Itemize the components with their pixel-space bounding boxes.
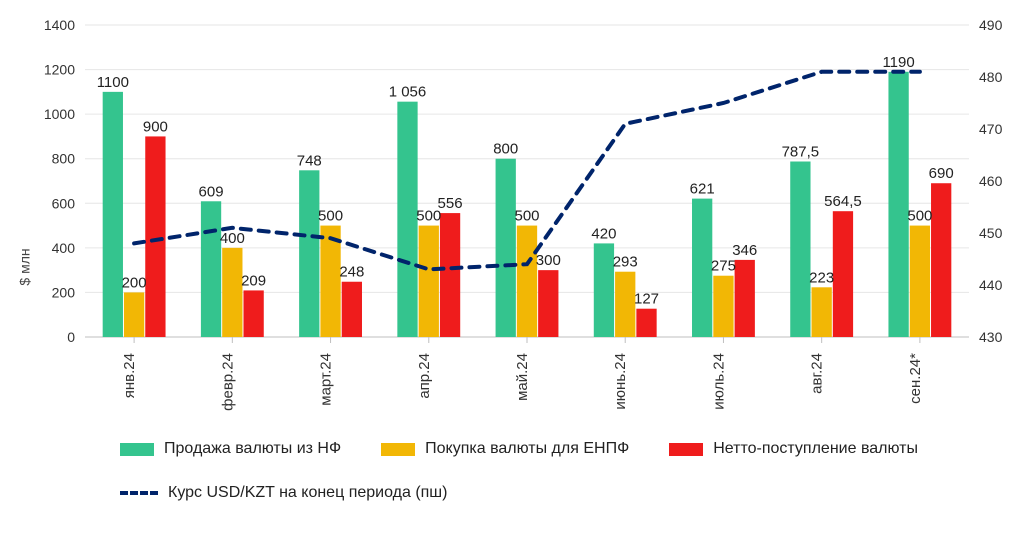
x-category-label: сен.24* [907,353,924,404]
bar-value-label: 609 [199,183,224,200]
bar-value-label: 556 [438,195,463,212]
y1-tick-label: 1200 [44,62,75,78]
bar-s2 [517,226,537,337]
x-category-label: июнь.24 [612,353,629,410]
bar-value-label: 248 [339,264,364,281]
x-category-label: май.24 [514,353,531,401]
y1-tick-label: 0 [67,329,75,345]
bar-s3 [833,211,853,337]
y2-tick-label: 450 [979,225,1003,241]
x-category-label: авг.24 [809,353,826,394]
bar-s3 [145,136,165,337]
y2-tick-label: 430 [979,329,1003,345]
x-category-label: июль.24 [710,353,727,410]
bar-s2 [910,226,930,337]
bar-value-label: 564,5 [824,193,862,210]
y1-tick-label: 800 [52,151,76,167]
bar-value-label: 1190 [882,54,914,71]
y2-tick-label: 480 [979,69,1003,85]
bar-value-label: 787,5 [782,144,820,161]
bar-s1 [299,170,319,337]
bar-value-label: 300 [536,252,561,269]
bar-s1 [888,72,908,337]
bar-s3 [243,290,263,337]
legend-label: Продажа валюты из НФ [164,440,341,458]
bar-s2 [419,226,439,337]
legend-item: Нетто-поступление валюты [669,440,918,458]
y1-tick-label: 600 [52,195,76,211]
y1-tick-label: 200 [52,284,76,300]
legend-swatch [120,443,154,456]
y1-axis-title: $ млн [17,248,33,285]
bar-s2 [222,248,242,337]
x-category-label: янв.24 [121,353,138,398]
bar-s1 [692,199,712,337]
y2-tick-label: 460 [979,173,1003,189]
x-category-label: февр.24 [219,353,236,411]
bar-value-label: 200 [122,274,147,291]
y1-tick-label: 1000 [44,106,75,122]
bar-value-label: 621 [690,181,715,198]
bar-value-label: 127 [634,291,659,308]
bar-s3 [440,213,460,337]
bar-s2 [713,276,733,337]
bar-value-label: 690 [929,165,954,182]
bar-s3 [538,270,558,337]
bar-value-label: 293 [613,254,638,271]
bar-value-label: 223 [809,269,834,286]
y2-tick-label: 440 [979,277,1003,293]
bar-s1 [790,162,810,338]
legend-item: Курс USD/KZT на конец периода (пш) [120,484,447,502]
bar-s1 [201,201,221,337]
bar-value-label: 1 056 [389,84,427,101]
legend-swatch [669,443,703,456]
legend-swatch [120,491,158,495]
bar-s1 [594,243,614,337]
legend: Продажа валюты из НФ Покупка валюты для Е… [120,440,984,502]
legend-label: Нетто-поступление валюты [713,440,918,458]
bar-value-label: 500 [907,208,932,225]
y2-tick-label: 470 [979,121,1003,137]
bar-s3 [342,282,362,337]
bar-value-label: 748 [297,152,322,169]
legend-item: Покупка валюты для ЕНПФ [381,440,629,458]
bar-value-label: 500 [318,208,343,225]
bar-value-label: 900 [143,118,168,135]
currency-chart: $ млн 0 200 400 600 800 1000 1200 1400 430 440 450… [0,0,1024,533]
bar-value-label: 420 [591,225,616,242]
bar-value-label: 500 [514,208,539,225]
y2-tick-label: 490 [979,17,1003,33]
bar-s1 [397,102,417,337]
bar-s1 [103,92,123,337]
bar-s3 [931,183,951,337]
bar-value-label: 209 [241,272,266,289]
bar-value-label: 800 [493,141,518,158]
bar-value-label: 400 [220,230,245,247]
bar-value-label: 1100 [97,74,129,91]
x-category-label: апр.24 [416,353,433,399]
bar-s3 [636,309,656,337]
y1-tick-label: 400 [52,240,76,256]
legend-swatch [381,443,415,456]
bar-value-label: 275 [711,258,736,275]
bar-s1 [496,159,516,337]
bar-s3 [735,260,755,337]
bar-value-label: 346 [732,242,757,259]
x-category-label: март.24 [318,353,335,406]
bar-s2 [124,292,144,337]
legend-label: Курс USD/KZT на конец периода (пш) [168,484,447,502]
y1-tick-label: 1400 [44,17,75,33]
legend-item: Продажа валюты из НФ [120,440,341,458]
bar-s2 [615,272,635,337]
bar-s2 [812,287,832,337]
legend-label: Покупка валюты для ЕНПФ [425,440,629,458]
